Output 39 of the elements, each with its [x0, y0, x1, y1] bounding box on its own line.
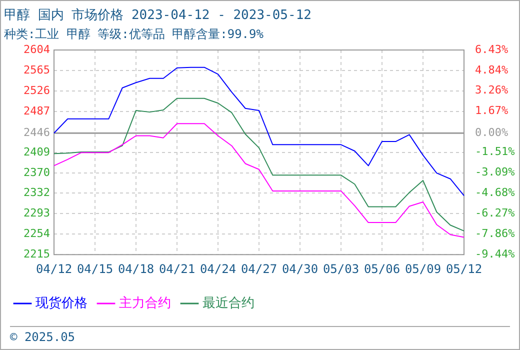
x-tick-label: 04/24 — [200, 262, 236, 276]
y-tick-label: 2487 — [24, 104, 50, 118]
y2-tick-label: -1.51% — [475, 145, 516, 158]
chart-subtitle: 种类:工业 甲醇 等级:优等品 甲醇含量:99.9% — [4, 26, 264, 41]
chart-title: 甲醇 国内 市场价格 2023-04-12 - 2023-05-12 — [4, 8, 312, 24]
y2-tick-label: -3.09% — [475, 166, 516, 179]
x-tick-label: 05/06 — [364, 262, 400, 276]
y-tick-label: 2565 — [24, 63, 50, 76]
y-tick-label: 2604 — [24, 42, 50, 56]
x-tick-label: 04/30 — [282, 262, 318, 276]
legend-label: 主力合约 — [119, 294, 171, 311]
y-tick-label: 2254 — [24, 226, 50, 240]
y2-tick-label: -7.86% — [475, 227, 516, 240]
x-tick-label: 04/27 — [240, 262, 278, 276]
y2-tick-label: -9.44% — [475, 247, 516, 260]
legend-label: 现货价格 — [36, 296, 88, 311]
y-tick-label: 2293 — [24, 206, 50, 220]
y-tick-label: 2446 — [24, 126, 50, 139]
x-tick-label: 04/15 — [76, 262, 114, 276]
y2-tick-label: 4.84% — [475, 63, 508, 76]
y-tick-label: 2526 — [24, 84, 50, 97]
y-tick-label: 2215 — [24, 247, 50, 260]
x-tick-label: 04/21 — [158, 262, 196, 276]
y2-tick-label: -6.27% — [475, 206, 516, 220]
x-tick-label: 05/09 — [404, 262, 442, 276]
y2-tick-label: 3.26% — [475, 84, 508, 97]
y-tick-label: 2332 — [24, 186, 50, 199]
text: © 2025.05 — [10, 330, 76, 344]
y2-tick-label: 1.67% — [475, 104, 508, 118]
x-tick-label: 05/12 — [446, 262, 482, 276]
y-tick-label: 2409 — [24, 145, 50, 158]
x-tick-label: 05/03 — [322, 262, 360, 276]
y2-tick-label: 6.43% — [475, 42, 508, 56]
y2-tick-label: -4.68% — [475, 186, 516, 200]
x-tick-label: 04/18 — [118, 262, 154, 276]
y-tick-label: 2370 — [24, 166, 50, 179]
x-tick-label: 04/12 — [36, 262, 72, 276]
y2-tick-label: 0.00% — [475, 126, 508, 139]
legend-label: 最近合约 — [202, 296, 254, 311]
